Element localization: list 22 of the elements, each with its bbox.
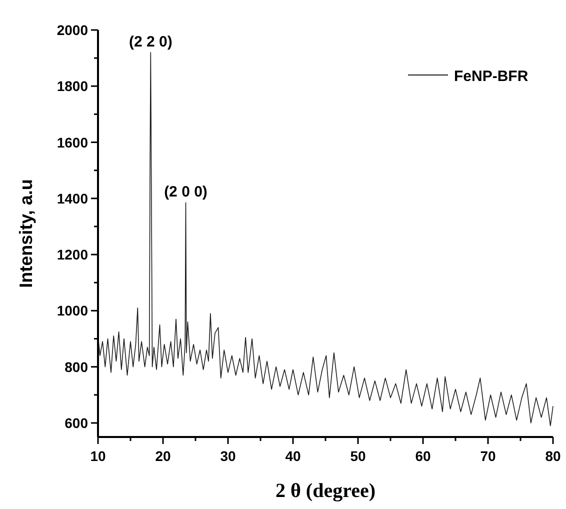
y-tick-label: 800 bbox=[64, 358, 88, 375]
x-tick-label: 50 bbox=[350, 448, 366, 464]
annotation: (2 2 0) bbox=[128, 33, 172, 50]
y-tick-label: 600 bbox=[64, 414, 88, 431]
line-series bbox=[98, 52, 554, 426]
x-tick-label: 70 bbox=[480, 448, 496, 464]
x-tick-label: 80 bbox=[545, 448, 561, 464]
y-axis-title: Intensity, a.u bbox=[16, 179, 36, 288]
y-tick-label: 1600 bbox=[56, 134, 88, 150]
y-tick-label: 1000 bbox=[56, 302, 88, 319]
legend-label: FeNP-BFR bbox=[454, 68, 528, 85]
x-tick-label: 10 bbox=[90, 448, 106, 464]
x-axis-title: 2 θ (degree) bbox=[275, 480, 376, 502]
x-tick-label: 60 bbox=[415, 448, 431, 464]
y-tick-label: 1200 bbox=[56, 246, 88, 263]
x-tick-label: 20 bbox=[155, 448, 171, 464]
y-tick-label: 2000 bbox=[56, 22, 88, 38]
annotation: (2 0 0) bbox=[164, 184, 208, 201]
y-tick-label: 1400 bbox=[56, 190, 88, 206]
y-tick-label: 1800 bbox=[56, 78, 88, 94]
x-tick-label: 30 bbox=[220, 448, 236, 464]
x-tick-label: 40 bbox=[285, 448, 301, 464]
